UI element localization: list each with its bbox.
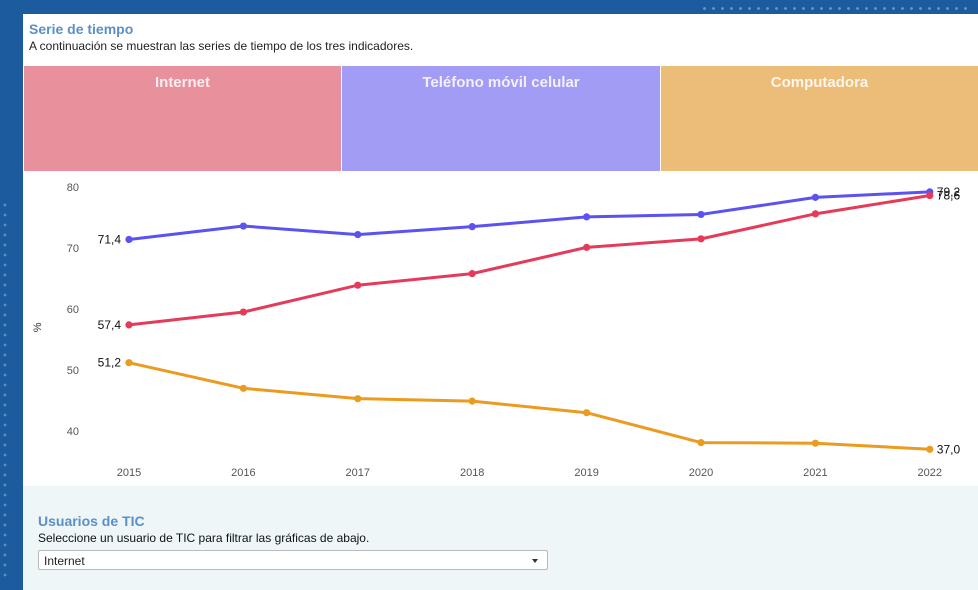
tab-internet[interactable]: Internet xyxy=(24,66,341,171)
data-point xyxy=(583,409,591,417)
data-point xyxy=(468,397,476,405)
data-label: 57,4 xyxy=(98,318,122,332)
data-label: 78,6 xyxy=(937,189,961,203)
data-point xyxy=(239,222,247,230)
filter-title: Usuarios de TIC xyxy=(38,513,145,529)
indicator-tabs: Internet Teléfono móvil celular Computad… xyxy=(24,66,978,171)
y-tick-label: 40 xyxy=(67,426,79,438)
x-tick-label: 2016 xyxy=(231,467,255,479)
data-point xyxy=(811,210,820,218)
data-point xyxy=(811,439,820,447)
y-tick-label: 80 xyxy=(67,182,79,194)
tab-label: Teléfono móvil celular xyxy=(422,74,580,91)
content-card: Serie de tiempo A continuación se muestr… xyxy=(23,14,978,590)
data-point xyxy=(354,281,362,289)
decorative-dots xyxy=(700,4,970,16)
series-line xyxy=(128,190,930,241)
time-series-chart: 40 50 60 70 80% 2015 2016 2017 2018 2019 2020 2021 2… xyxy=(32,182,961,479)
data-label: 37,0 xyxy=(937,442,961,456)
filter-description: Seleccione un usuario de TIC para filtra… xyxy=(38,531,370,545)
filter-panel: Usuarios de TIC Seleccione un usuario de… xyxy=(23,486,978,590)
x-tick-label: 2022 xyxy=(918,467,942,479)
section-title: Serie de tiempo xyxy=(29,21,134,37)
data-point xyxy=(811,193,820,201)
data-point xyxy=(239,384,247,392)
data-point xyxy=(926,445,934,453)
tab-label: Internet xyxy=(154,74,210,91)
data-point xyxy=(468,270,476,278)
ict-user-select[interactable]: Internet xyxy=(38,550,548,570)
data-point xyxy=(125,235,133,244)
data-label: 71,4 xyxy=(98,232,122,246)
x-tick-label: 2020 xyxy=(689,467,713,479)
data-point xyxy=(354,230,362,239)
section-description: A continuación se muestran las series de… xyxy=(29,39,414,53)
data-point xyxy=(583,213,591,221)
data-point xyxy=(697,438,705,447)
x-tick-label: 2018 xyxy=(460,467,484,479)
data-point xyxy=(125,321,133,329)
decorative-dots xyxy=(0,200,12,580)
y-axis-label: % xyxy=(32,322,44,332)
tab-label: Computadora xyxy=(770,74,869,91)
series-line xyxy=(128,361,930,451)
data-point xyxy=(125,359,133,367)
series-line xyxy=(128,194,931,327)
data-point xyxy=(468,223,476,231)
data-point xyxy=(354,395,362,403)
x-tick-label: 2017 xyxy=(346,467,370,479)
x-tick-label: 2015 xyxy=(117,467,141,479)
data-label: 51,2 xyxy=(98,356,122,370)
y-tick-label: 60 xyxy=(67,304,79,316)
data-point xyxy=(239,308,247,316)
data-point xyxy=(697,210,705,219)
y-tick-label: 70 xyxy=(67,243,79,255)
chevron-down-icon xyxy=(532,559,538,563)
data-point xyxy=(697,235,705,243)
y-tick-label: 50 xyxy=(67,365,79,377)
x-tick-label: 2019 xyxy=(574,467,598,479)
x-tick-label: 2021 xyxy=(803,467,827,479)
tab-computadora[interactable]: Computadora xyxy=(661,66,978,171)
data-label: 79,2 xyxy=(937,185,961,199)
data-point xyxy=(926,191,934,200)
data-point xyxy=(583,243,591,251)
select-value: Internet xyxy=(44,554,85,568)
tab-telefono-movil[interactable]: Teléfono móvil celular xyxy=(342,66,660,171)
